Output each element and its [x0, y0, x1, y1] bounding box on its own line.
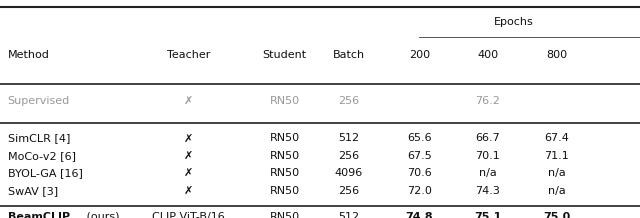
Text: n/a: n/a: [479, 168, 497, 178]
Text: CLIP ViT-B/16: CLIP ViT-B/16: [152, 212, 225, 218]
Text: MoCo-v2 [6]: MoCo-v2 [6]: [8, 151, 76, 161]
Text: 74.3: 74.3: [476, 186, 500, 196]
Text: 70.6: 70.6: [407, 168, 431, 178]
Text: RN50: RN50: [269, 212, 300, 218]
Text: ✗: ✗: [184, 186, 193, 196]
Text: 256: 256: [338, 186, 360, 196]
Text: 800: 800: [546, 49, 568, 60]
Text: 512: 512: [338, 133, 360, 143]
Text: 74.8: 74.8: [405, 212, 433, 218]
Text: Teacher: Teacher: [167, 49, 211, 60]
Text: 400: 400: [477, 49, 499, 60]
Text: RN50: RN50: [269, 151, 300, 161]
Text: 67.4: 67.4: [545, 133, 569, 143]
Text: n/a: n/a: [548, 168, 566, 178]
Text: 4096: 4096: [335, 168, 363, 178]
Text: 256: 256: [338, 96, 360, 106]
Text: Supervised: Supervised: [8, 96, 70, 106]
Text: RN50: RN50: [269, 133, 300, 143]
Text: SimCLR [4]: SimCLR [4]: [8, 133, 70, 143]
Text: BeamCLIP: BeamCLIP: [8, 212, 70, 218]
Text: Epochs: Epochs: [493, 17, 534, 27]
Text: (ours): (ours): [83, 212, 119, 218]
Text: n/a: n/a: [548, 186, 566, 196]
Text: RN50: RN50: [269, 168, 300, 178]
Text: 70.1: 70.1: [476, 151, 500, 161]
Text: 72.0: 72.0: [407, 186, 431, 196]
Text: ✗: ✗: [184, 151, 193, 161]
Text: BYOL-GA [16]: BYOL-GA [16]: [8, 168, 83, 178]
Text: 200: 200: [408, 49, 430, 60]
Text: 67.5: 67.5: [407, 151, 431, 161]
Text: ✗: ✗: [184, 96, 193, 106]
Text: SwAV [3]: SwAV [3]: [8, 186, 58, 196]
Text: ✗: ✗: [184, 133, 193, 143]
Text: RN50: RN50: [269, 96, 300, 106]
Text: Method: Method: [8, 49, 49, 60]
Text: 71.1: 71.1: [545, 151, 569, 161]
Text: Student: Student: [263, 49, 307, 60]
Text: 75.1: 75.1: [474, 212, 501, 218]
Text: 66.7: 66.7: [476, 133, 500, 143]
Text: 256: 256: [338, 151, 360, 161]
Text: 512: 512: [338, 212, 360, 218]
Text: 65.6: 65.6: [407, 133, 431, 143]
Text: 75.0: 75.0: [543, 212, 570, 218]
Text: ✗: ✗: [184, 168, 193, 178]
Text: RN50: RN50: [269, 186, 300, 196]
Text: 76.2: 76.2: [476, 96, 500, 106]
Text: Batch: Batch: [333, 49, 365, 60]
